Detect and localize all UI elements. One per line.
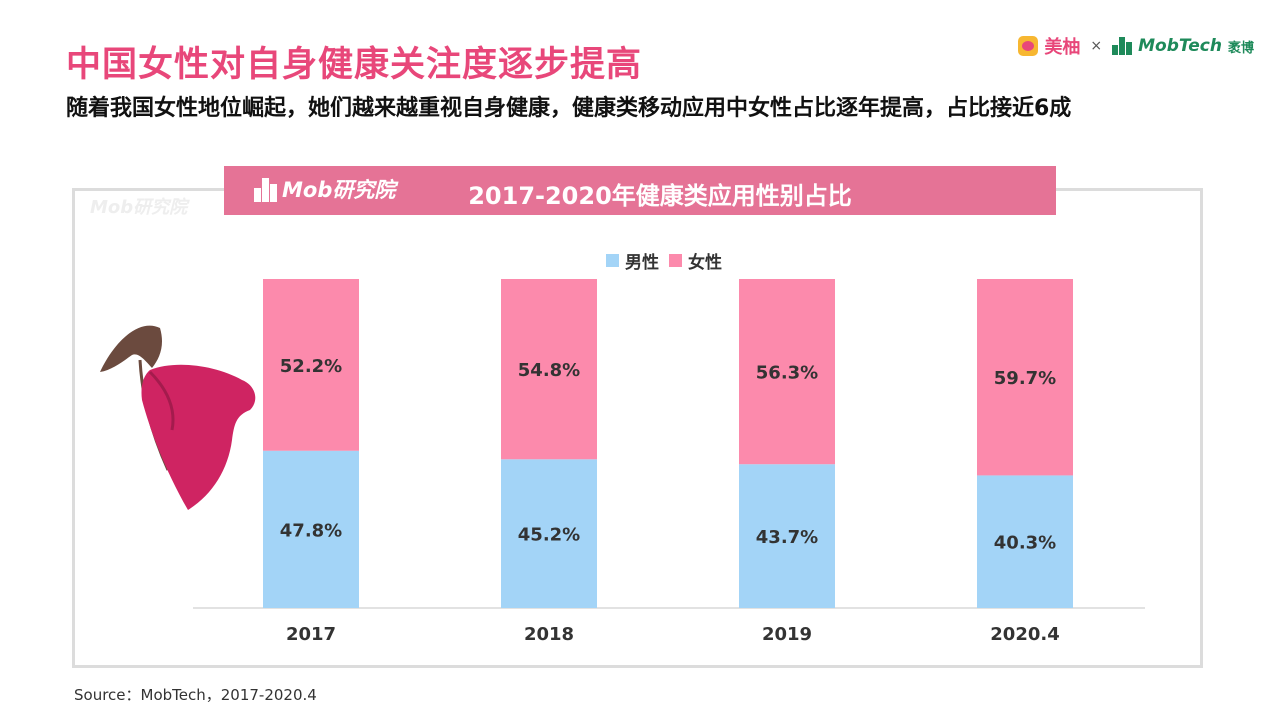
page-subtitle: 随着我国女性地位崛起，她们越来越重视自身健康，健康类移动应用中女性占比逐年提高，… bbox=[66, 96, 1072, 121]
mob-research-name: Mob研究院 bbox=[282, 178, 396, 202]
brand-separator: × bbox=[1090, 38, 1103, 54]
meiyou-brand-name: 美柚 bbox=[1044, 37, 1081, 58]
x-tick-2020.4: 2020.4 bbox=[990, 624, 1059, 645]
data-label-female-2019: 56.3% bbox=[756, 363, 818, 384]
woman-dress-icon bbox=[141, 364, 256, 510]
chart-legend: 男性 女性 bbox=[606, 248, 732, 273]
legend-item-female: 女性 bbox=[669, 248, 722, 273]
brand-logos: 美柚 × MobTech 袤博 bbox=[1018, 33, 1254, 59]
bar-male-2017 bbox=[263, 450, 359, 608]
x-tick-labels: 2017 2018 2019 2020.4 bbox=[286, 624, 1060, 645]
mob-research-logo: Mob研究院 bbox=[254, 174, 395, 204]
legend-swatch-male bbox=[606, 254, 619, 267]
woman-dress-fold bbox=[148, 370, 175, 431]
data-label-female-2017: 52.2% bbox=[280, 356, 342, 377]
data-label-male-2020.4: 40.3% bbox=[994, 533, 1056, 554]
chart-banner: Mob研究院 2017-2020年健康类应用性别占比 bbox=[224, 166, 1056, 215]
bar-female-2019 bbox=[739, 279, 835, 465]
data-label-female-2020.4: 59.7% bbox=[994, 368, 1056, 389]
woman-hair-icon bbox=[100, 325, 163, 372]
legend-swatch-female bbox=[669, 254, 682, 267]
bar-female-2017 bbox=[263, 279, 359, 451]
watermark: Mob研究院 bbox=[90, 197, 188, 218]
data-label-male-2018: 45.2% bbox=[518, 525, 580, 546]
legend-label-female: 女性 bbox=[688, 253, 722, 273]
mobtech-brand-cn: 袤博 bbox=[1227, 40, 1254, 56]
bar-male-2020.4 bbox=[977, 475, 1073, 608]
x-tick-2018: 2018 bbox=[524, 624, 574, 645]
woman-illustration bbox=[100, 325, 256, 510]
data-label-male-2019: 43.7% bbox=[756, 527, 818, 548]
page-title: 中国女性对自身健康关注度逐步提高 bbox=[66, 45, 643, 85]
legend-item-male: 男性 bbox=[606, 248, 659, 273]
chart-title: 2017-2020年健康类应用性别占比 bbox=[468, 182, 852, 210]
bar-female-2020.4 bbox=[977, 279, 1073, 476]
bar-female-2018 bbox=[501, 279, 597, 460]
mobtech-brand-name: MobTech bbox=[1138, 36, 1222, 56]
data-label-female-2018: 54.8% bbox=[518, 360, 580, 381]
source-note: Source：MobTech，2017-2020.4 bbox=[74, 686, 317, 704]
x-tick-2019: 2019 bbox=[762, 624, 812, 645]
mobtech-logo-icon bbox=[1112, 37, 1133, 55]
legend-label-male: 男性 bbox=[625, 253, 659, 273]
mob-building-icon bbox=[254, 176, 278, 202]
bar-male-2019 bbox=[739, 464, 835, 608]
meiyou-logo-icon bbox=[1018, 36, 1039, 56]
bars-group: 47.8% 52.2% 45.2% 54.8% 43.7% 56.3% 40.3% 59.7% bbox=[263, 279, 1073, 608]
bar-male-2018 bbox=[501, 459, 597, 608]
x-tick-2017: 2017 bbox=[286, 624, 336, 645]
data-label-male-2017: 47.8% bbox=[280, 520, 342, 541]
